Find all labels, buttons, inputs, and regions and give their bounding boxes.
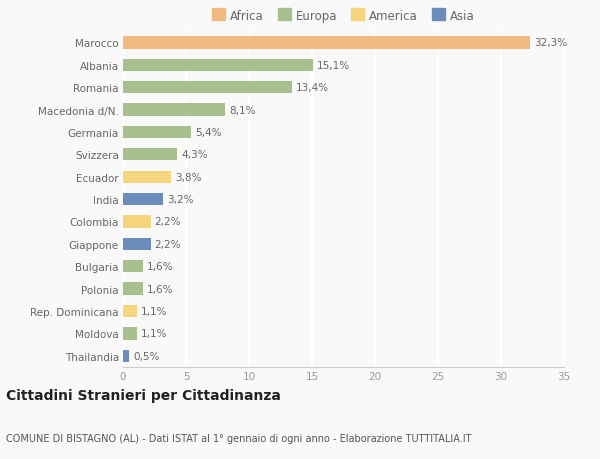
- Bar: [123, 238, 151, 251]
- Bar: [123, 82, 292, 94]
- Text: 32,3%: 32,3%: [534, 38, 567, 48]
- Text: 1,6%: 1,6%: [147, 262, 173, 272]
- Bar: [123, 171, 171, 184]
- Bar: [123, 328, 137, 340]
- Text: 15,1%: 15,1%: [317, 61, 350, 71]
- Text: 3,8%: 3,8%: [175, 172, 201, 182]
- Text: 3,2%: 3,2%: [167, 195, 194, 205]
- Bar: [123, 194, 163, 206]
- Bar: [123, 127, 191, 139]
- Bar: [123, 350, 130, 362]
- Bar: [123, 261, 143, 273]
- Bar: [123, 216, 151, 228]
- Text: COMUNE DI BISTAGNO (AL) - Dati ISTAT al 1° gennaio di ogni anno - Elaborazione T: COMUNE DI BISTAGNO (AL) - Dati ISTAT al …: [6, 433, 472, 442]
- Text: 1,6%: 1,6%: [147, 284, 173, 294]
- Text: 5,4%: 5,4%: [195, 128, 221, 138]
- Bar: [123, 305, 137, 318]
- Text: 0,5%: 0,5%: [133, 351, 160, 361]
- Bar: [123, 283, 143, 295]
- Bar: [123, 60, 313, 72]
- Legend: Africa, Europa, America, Asia: Africa, Europa, America, Asia: [212, 10, 475, 23]
- Bar: [123, 149, 177, 161]
- Text: 2,2%: 2,2%: [155, 217, 181, 227]
- Bar: [123, 104, 225, 117]
- Text: 2,2%: 2,2%: [155, 239, 181, 249]
- Text: Cittadini Stranieri per Cittadinanza: Cittadini Stranieri per Cittadinanza: [6, 388, 281, 403]
- Text: 13,4%: 13,4%: [296, 83, 329, 93]
- Text: 8,1%: 8,1%: [229, 105, 256, 115]
- Text: 4,3%: 4,3%: [181, 150, 208, 160]
- Bar: [123, 37, 530, 50]
- Text: 1,1%: 1,1%: [140, 306, 167, 316]
- Text: 1,1%: 1,1%: [140, 329, 167, 339]
